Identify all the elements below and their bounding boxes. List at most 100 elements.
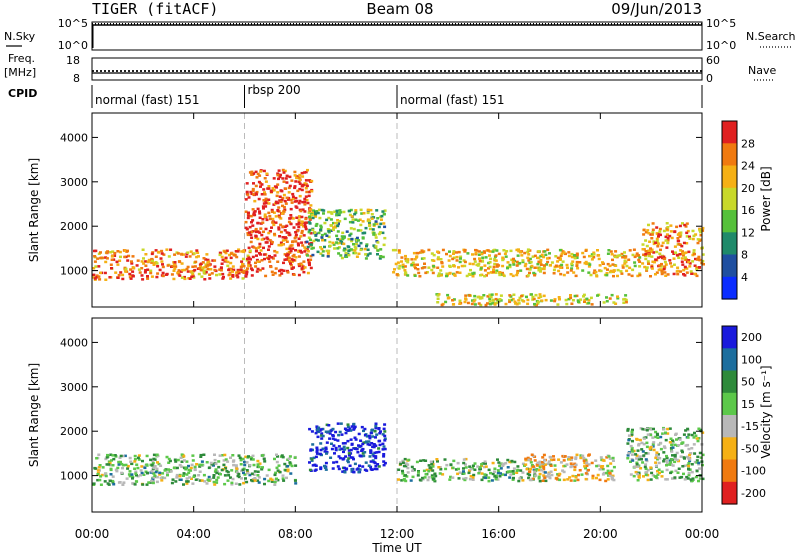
echo-cell (651, 222, 655, 225)
echo-cell (282, 269, 286, 272)
echo-cell (504, 302, 508, 306)
echo-cell (490, 293, 494, 296)
echo-cell (336, 237, 340, 241)
echo-cell (599, 456, 603, 459)
echo-band (308, 422, 387, 474)
echo-cell (307, 190, 311, 194)
echo-cell (685, 231, 689, 235)
echo-cell (311, 228, 315, 232)
echo-cell (367, 434, 371, 438)
echo-cell (530, 264, 534, 268)
echo-cell (325, 423, 329, 427)
echo-cell (179, 456, 183, 459)
echo-cell (130, 260, 133, 263)
echo-cell (260, 238, 264, 241)
echo-cell (226, 479, 230, 482)
echo-cell (363, 468, 367, 472)
echo-cell (288, 184, 292, 188)
echo-band (244, 168, 314, 278)
echo-cell (333, 247, 337, 250)
echo-cell (343, 448, 347, 451)
echo-cell (234, 464, 238, 467)
echo-cell (219, 473, 222, 476)
echo-cell (508, 263, 512, 267)
echo-cell (220, 468, 224, 472)
echo-cell (304, 195, 308, 198)
echo-cell (257, 465, 261, 469)
echo-cell (140, 274, 144, 277)
echo-cell (539, 263, 543, 266)
echo-cell (552, 455, 555, 458)
echo-cell (279, 217, 283, 220)
echo-cell (435, 458, 439, 461)
echo-cell (254, 227, 258, 231)
echo-cell (683, 478, 687, 481)
colorbar-tick-label: 8 (741, 249, 748, 262)
echo-cell (647, 223, 650, 227)
echo-cell (436, 294, 440, 297)
colorbar-tick-label: 100 (741, 353, 762, 366)
colorbar-swatch (722, 187, 737, 211)
echo-cell (410, 258, 414, 261)
echo-cell (247, 196, 251, 199)
echo-cell (320, 432, 324, 435)
echo-cell (341, 237, 345, 241)
echo-cell (197, 474, 201, 477)
echo-cell (397, 251, 401, 254)
echo-cell (662, 257, 666, 261)
echo-cell (531, 295, 535, 299)
echo-cell (681, 222, 684, 225)
echo-cell (118, 250, 122, 254)
echo-cell (509, 273, 513, 276)
echo-cell (373, 451, 377, 455)
echo-cell (180, 262, 184, 265)
echo-cell (287, 220, 291, 224)
echo-cell (463, 260, 467, 264)
echo-cell (104, 278, 108, 281)
echo-cell (348, 234, 352, 237)
echo-cell (219, 267, 223, 270)
echo-cell (445, 274, 448, 278)
echo-cell (244, 455, 248, 459)
echo-cell (247, 261, 251, 264)
echo-cell (456, 461, 460, 465)
echo-cell (258, 174, 262, 177)
echo-cell (249, 267, 253, 270)
echo-cell (135, 264, 139, 267)
echo-cell (336, 224, 340, 228)
echo-cell (155, 475, 159, 479)
echo-cell (401, 472, 405, 475)
echo-cell (229, 252, 233, 255)
echo-cell (304, 187, 308, 190)
echo-cell (254, 170, 258, 174)
echo-cell (650, 233, 654, 236)
echo-cell (294, 479, 297, 482)
echo-cell (222, 463, 226, 467)
echo-cell (251, 219, 255, 222)
echo-cell (152, 476, 156, 479)
echo-cell (146, 268, 150, 271)
echo-cell (629, 460, 632, 463)
echo-cell (227, 474, 231, 477)
echo-cell (229, 476, 232, 479)
echo-cell (679, 455, 683, 458)
echo-cell (562, 459, 566, 462)
echo-cell (268, 239, 272, 242)
echo-cell (306, 271, 310, 275)
echo-cell (678, 235, 682, 238)
echo-cell (647, 249, 651, 252)
echo-cell (366, 218, 370, 221)
echo-cell (369, 431, 373, 435)
echo-cell (98, 278, 102, 281)
echo-cell (702, 263, 705, 266)
echo-cell (647, 262, 650, 265)
echo-cell (165, 455, 169, 459)
echo-cell (655, 451, 659, 454)
echo-cell (120, 462, 124, 466)
echo-cell (299, 235, 303, 238)
echo-cell (632, 474, 636, 478)
echo-cell (512, 293, 516, 296)
echo-cell (399, 462, 403, 466)
echo-cell (448, 478, 452, 481)
echo-cell (463, 250, 467, 253)
